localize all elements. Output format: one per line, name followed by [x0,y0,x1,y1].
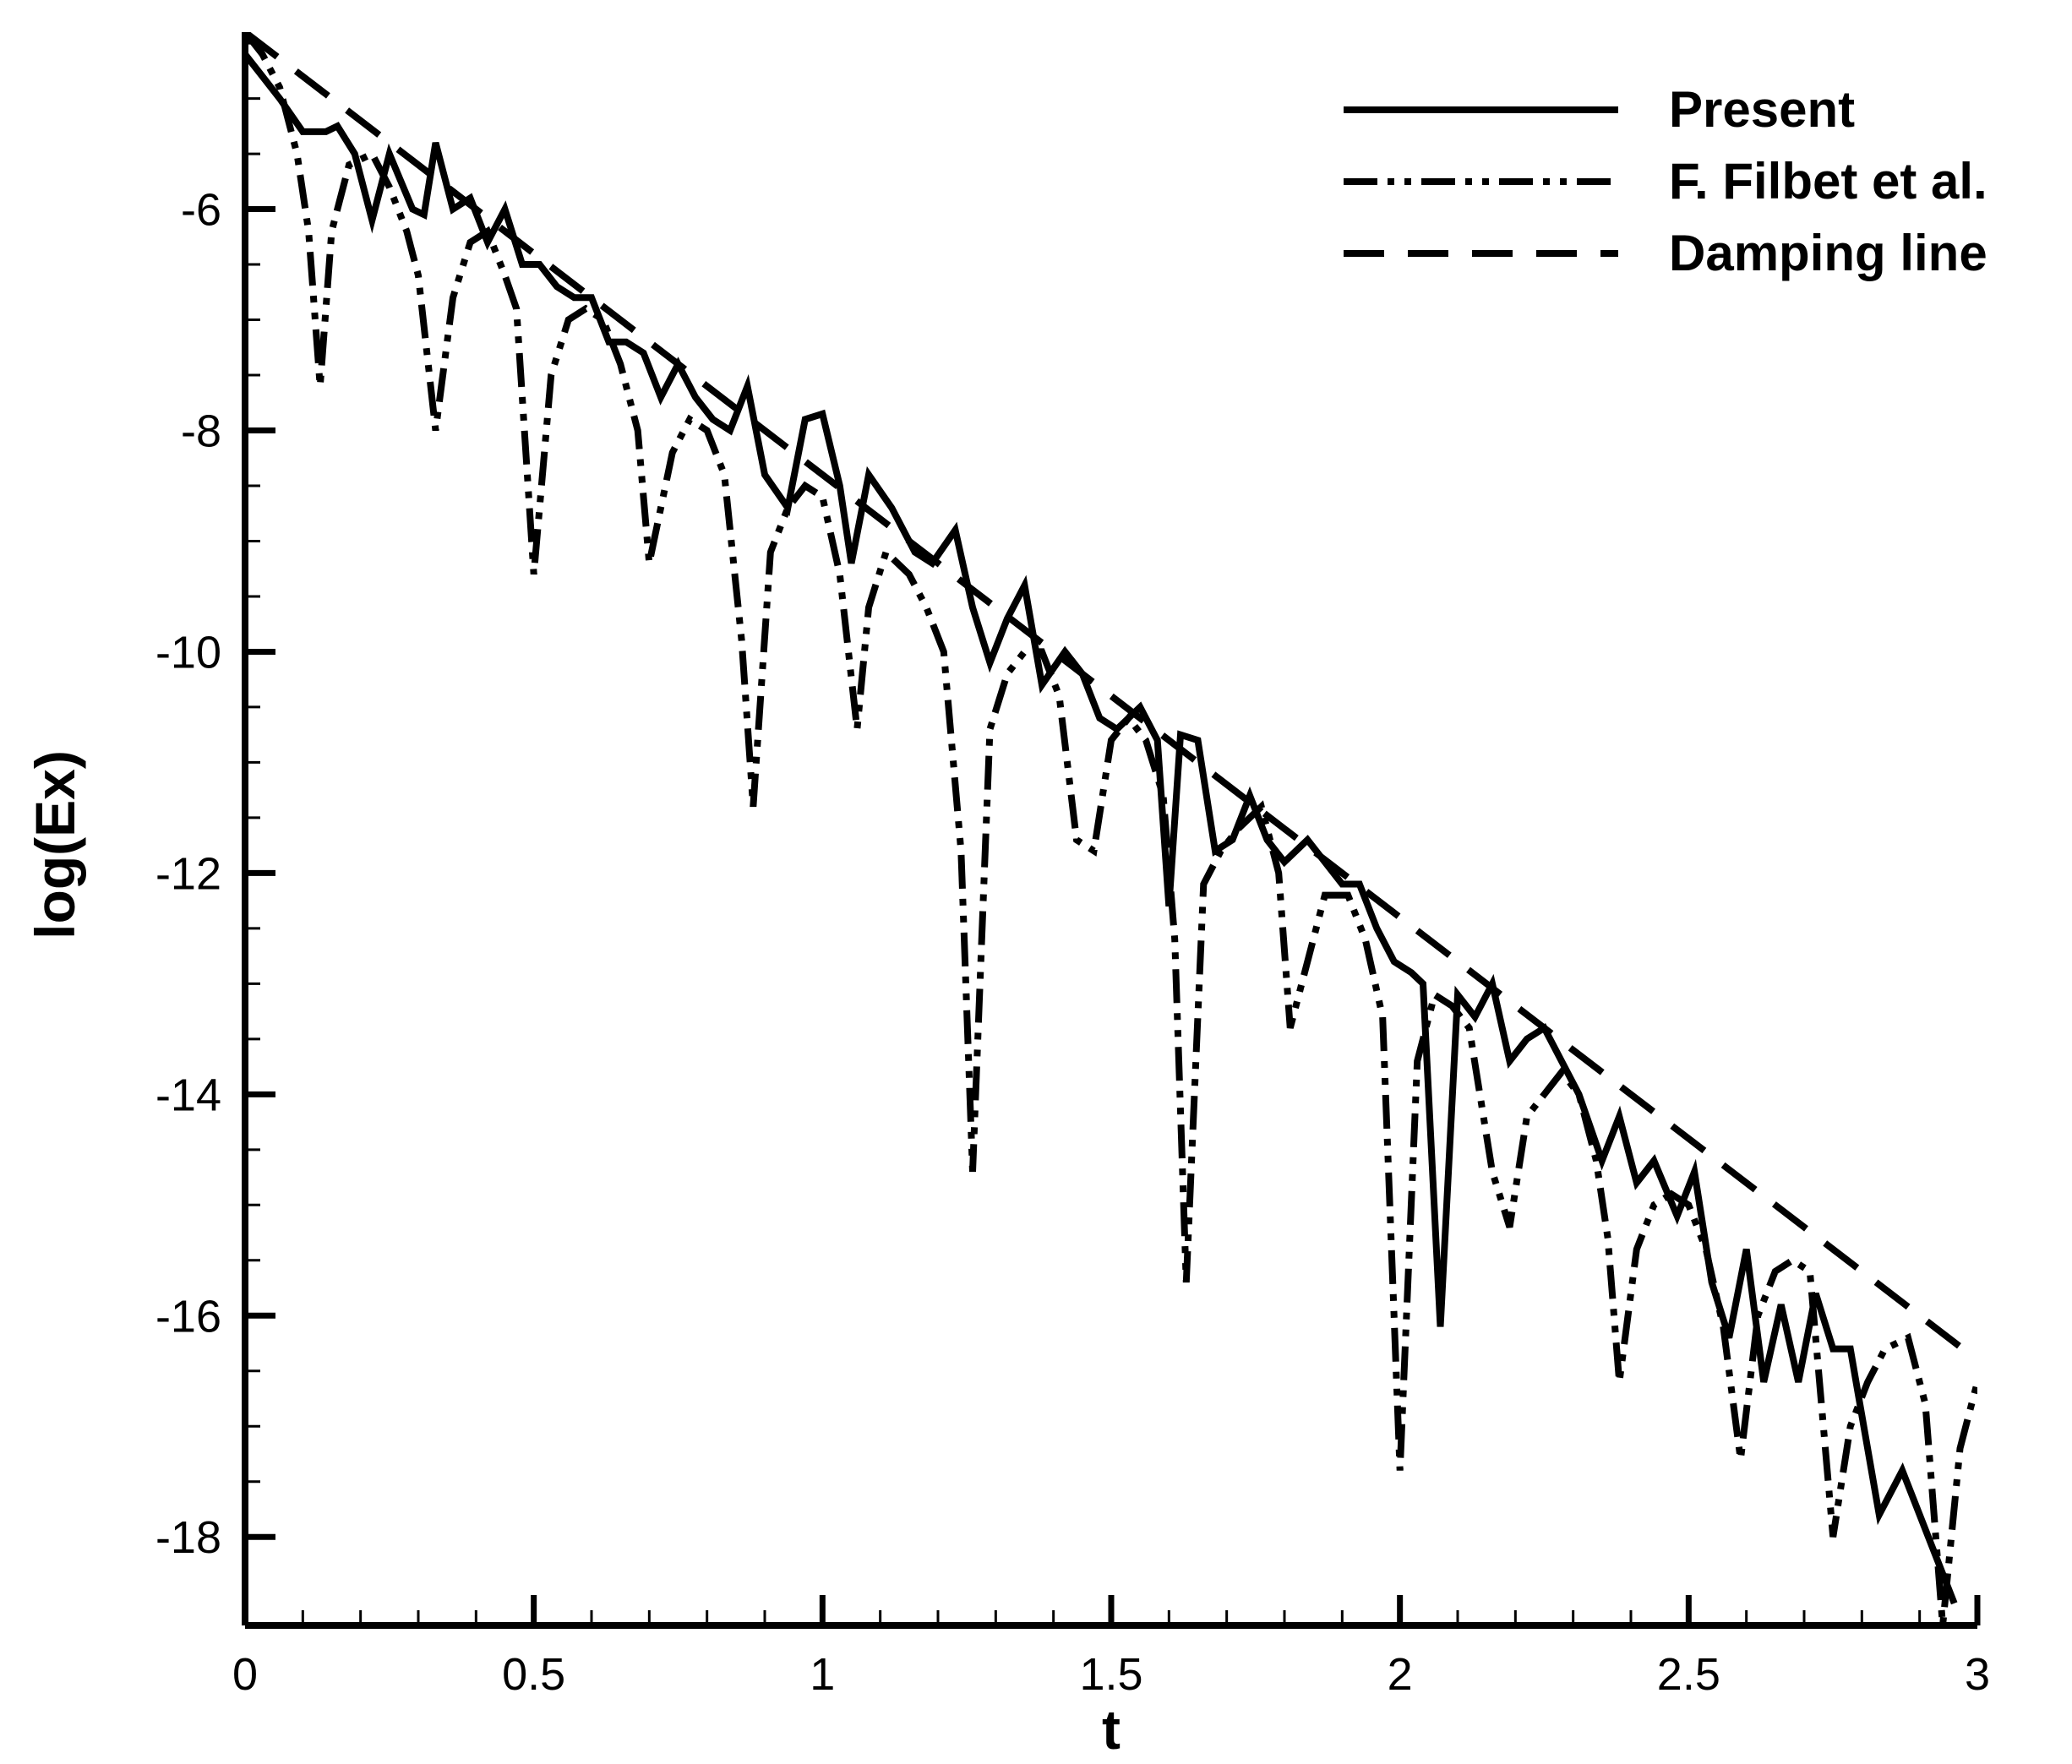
y-tick-label: -16 [155,1291,221,1342]
y-tick-label: -18 [155,1512,221,1563]
x-tick-label: 2 [1388,1649,1413,1700]
legend-label-damping: Damping line [1669,225,1987,281]
y-tick-label: -10 [155,627,221,678]
x-tick-label: 1.5 [1079,1649,1142,1700]
y-ticks: -6 -8 -10 -12 -14 -16 -18 [155,41,275,1563]
series-layer [245,32,1977,1625]
x-ticks: 0 0.5 1 1.5 2 2.5 3 [232,1595,1990,1700]
y-axis-title: log(Ex) [24,750,86,939]
x-tick-label: 0 [232,1649,258,1700]
legend-label-filbet: F. Filbet et al. [1669,153,1987,210]
y-tick-label: -14 [155,1070,221,1120]
x-tick-label: 2.5 [1657,1649,1720,1700]
x-tick-label: 3 [1965,1649,1990,1700]
legend: Present F. Filbet et al. Damping line [1344,81,1987,281]
x-axis-title: t [1102,1698,1121,1761]
y-tick-label: -6 [181,185,221,236]
y-tick-label: -8 [181,406,221,457]
y-tick-label: -12 [155,848,221,899]
series-present-line [245,52,1958,1605]
x-tick-label: 1 [810,1649,835,1700]
series-damping-line [245,32,1977,1363]
x-tick-label: 0.5 [502,1649,565,1700]
legend-label-present: Present [1669,81,1855,138]
